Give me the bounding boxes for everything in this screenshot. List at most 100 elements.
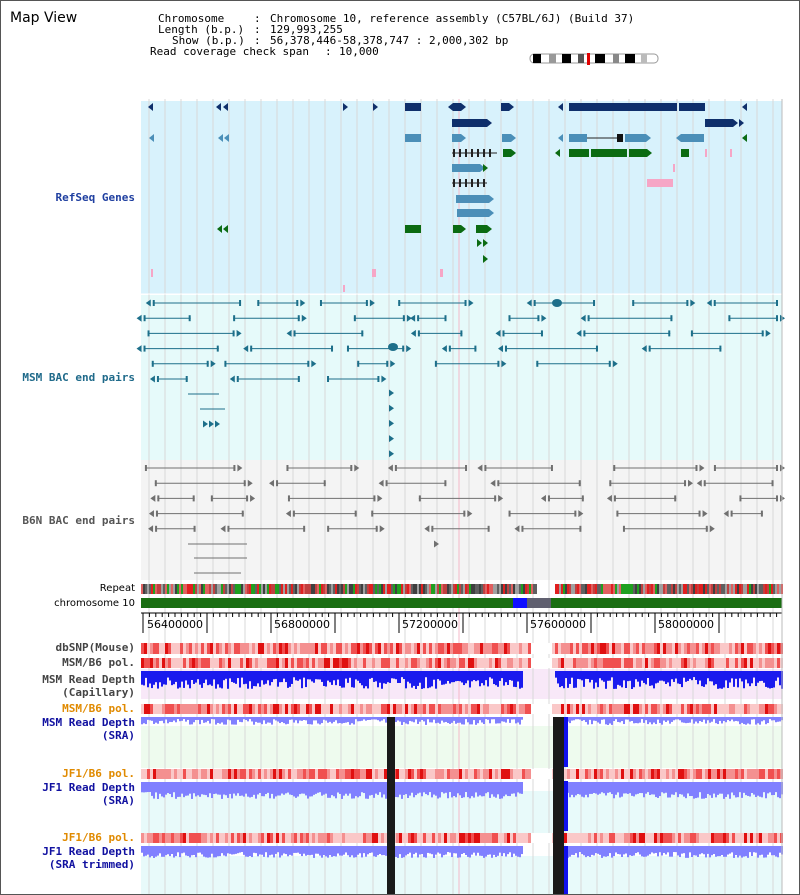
depth-bar — [213, 782, 215, 794]
pol-cell — [540, 658, 543, 668]
pol-cell — [501, 769, 504, 779]
depth-bar — [341, 846, 343, 856]
depth-bar — [455, 671, 457, 682]
pol-cell — [501, 833, 504, 843]
depth-bar — [625, 671, 627, 688]
feature-arrow — [250, 494, 256, 502]
bac-end — [713, 465, 716, 471]
depth-bar — [319, 782, 321, 793]
pol-cell — [771, 658, 774, 668]
depth-bar — [305, 782, 307, 796]
feature-arrow — [702, 510, 708, 518]
depth-bar — [267, 717, 269, 723]
depth-bar — [281, 846, 283, 856]
depth-bar — [239, 717, 241, 722]
depth-bar — [291, 846, 293, 856]
depth-bar — [309, 846, 311, 856]
depth-bar — [289, 671, 291, 687]
pol-cell — [693, 833, 696, 843]
depth-bar — [521, 846, 523, 855]
depth-bar — [731, 782, 733, 793]
repeat-element — [593, 584, 595, 594]
bac-end — [233, 465, 236, 471]
depth-bar — [597, 782, 599, 795]
depth-bar — [689, 846, 691, 853]
depth-bar — [467, 782, 469, 798]
pol-cell — [597, 658, 600, 668]
refseq-track-label[interactable]: RefSeq Genes — [55, 191, 135, 204]
pol-cell — [537, 658, 540, 668]
repeat-element — [347, 584, 349, 594]
msm-bac-track-label[interactable]: MSM BAC end pairs — [22, 371, 135, 384]
depth-bar — [505, 846, 507, 857]
pol-cell — [390, 704, 393, 714]
bac-end — [776, 300, 778, 306]
pol-cell — [171, 704, 174, 714]
gene-feature — [679, 103, 705, 111]
depth-bar — [317, 717, 319, 724]
pol-cell — [177, 769, 180, 779]
bac-end — [698, 510, 701, 517]
depth-bar — [181, 671, 183, 682]
depth-bar — [173, 671, 175, 685]
pol-cell — [141, 833, 144, 843]
chromosome-ideogram[interactable] — [529, 53, 661, 65]
pol-cell — [426, 658, 429, 668]
depth-bar — [217, 671, 219, 685]
length-key: Length (b.p.) — [158, 23, 245, 36]
pol-cell — [738, 833, 741, 843]
depth-bar — [723, 846, 725, 857]
depth-bar — [419, 717, 421, 722]
depth-bar — [721, 717, 723, 724]
repeat-element — [153, 584, 155, 594]
depth-bar — [691, 717, 693, 720]
depth-bar — [687, 846, 689, 858]
depth-bar — [343, 717, 345, 723]
pol-cell — [315, 769, 318, 779]
pol-cell — [642, 658, 645, 668]
depth-bar — [585, 846, 587, 858]
bac-end — [521, 525, 524, 532]
depth-bar — [263, 671, 265, 685]
pol-cell — [483, 769, 486, 779]
pol-cell — [609, 704, 612, 714]
pol-cell — [477, 643, 480, 654]
pol-cell — [333, 769, 336, 779]
depth-bar — [771, 717, 773, 721]
bac-end — [719, 345, 722, 352]
depth-bar — [303, 717, 305, 720]
pol-cell — [345, 833, 348, 843]
depth-bar — [303, 671, 305, 678]
depth-bar — [403, 782, 405, 795]
depth-bar — [337, 846, 339, 854]
pol-cell — [645, 704, 648, 714]
repeat-element — [641, 584, 643, 594]
depth-bar — [365, 671, 367, 687]
b6n-bac-track-label[interactable]: B6N BAC end pairs — [22, 514, 135, 527]
depth-bar — [297, 846, 299, 853]
depth-bar — [501, 671, 503, 679]
depth-bar — [153, 782, 155, 799]
show-key: Show (b.p.) — [172, 34, 245, 47]
depth-bar — [461, 717, 463, 725]
depth-bar — [687, 782, 689, 794]
depth-bar — [275, 846, 277, 854]
depth-bar — [145, 846, 147, 856]
depth-bar — [177, 846, 179, 853]
pol-cell — [756, 704, 759, 714]
depth-bar — [623, 717, 625, 725]
depth-bar — [277, 782, 279, 796]
pol-cell — [456, 643, 459, 654]
pol-cell — [729, 769, 732, 779]
pol-cell — [411, 833, 414, 843]
feature-arrow — [501, 360, 507, 368]
depth-bar — [699, 846, 701, 855]
pol-cell — [417, 833, 420, 843]
depth-bar — [497, 671, 499, 687]
depth-bar — [317, 846, 319, 854]
bac-end — [250, 345, 253, 352]
depth-bar — [667, 846, 669, 853]
repeat-element — [215, 584, 217, 594]
depth-bar — [695, 782, 697, 799]
